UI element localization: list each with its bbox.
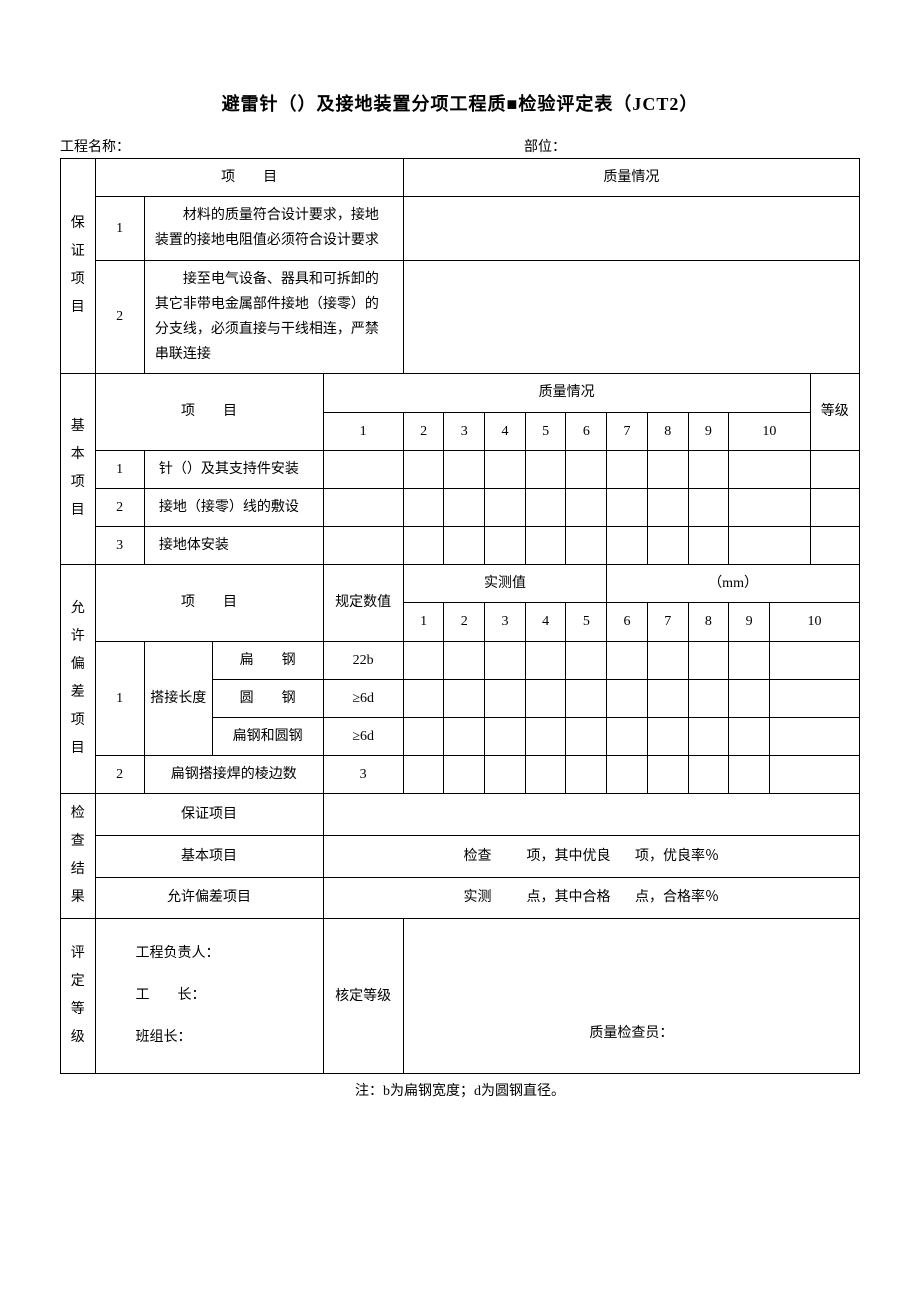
check-d-c: 点，合格率％ bbox=[635, 890, 719, 905]
b-r2-no: 2 bbox=[95, 488, 144, 526]
table-row: 2 扁钢搭接焊的棱边数 3 bbox=[61, 756, 860, 794]
project-name-label: 工程名称： bbox=[60, 140, 130, 155]
d-r2-sub: 圆 钢 bbox=[212, 679, 323, 717]
g-row2-val bbox=[403, 260, 859, 374]
table-row: 保证项目 项 目 质量情况 bbox=[61, 159, 860, 197]
b-r2-desc: 接地（接零）线的敷设 bbox=[144, 488, 323, 526]
col-measured: 实测值 bbox=[403, 565, 606, 603]
d-r3-spec: ≥6d bbox=[323, 718, 403, 756]
d-n5: 5 bbox=[566, 603, 607, 641]
unit-label: 部位： bbox=[524, 140, 566, 155]
col-quality: 质量情况 bbox=[323, 374, 810, 412]
inspection-table: 保证项目 项 目 质量情况 1 材料的质量符合设计要求，接地装置的接地电阻值必须… bbox=[60, 158, 860, 1074]
table-row: 3 接地体安装 bbox=[61, 527, 860, 565]
inspector-label: 质量检查员： bbox=[414, 1021, 849, 1046]
d-n3: 3 bbox=[485, 603, 526, 641]
d-n7: 7 bbox=[647, 603, 688, 641]
b-r3-no: 3 bbox=[95, 527, 144, 565]
col-item: 项 目 bbox=[95, 374, 323, 450]
g-row1-desc: 材料的质量符合设计要求，接地装置的接地电阻值必须符合设计要求 bbox=[144, 197, 403, 260]
b-n6: 6 bbox=[566, 412, 607, 450]
check-b-c: 项，优良率％ bbox=[635, 849, 719, 864]
table-row: 允许偏差项目 实测 点，其中合格 点，合格率％ bbox=[61, 877, 860, 919]
check-g-label: 保证项目 bbox=[95, 794, 323, 836]
d-r3-sub: 扁钢和圆钢 bbox=[212, 718, 323, 756]
table-row: 2 接地（接零）线的敷设 bbox=[61, 488, 860, 526]
b-n7: 7 bbox=[607, 412, 648, 450]
col-unit: （mm） bbox=[607, 565, 860, 603]
footnote: 注：b为扁钢宽度；d为圆钢直径。 bbox=[60, 1080, 860, 1100]
b-n10: 10 bbox=[729, 412, 810, 450]
leader-label: 工程负责人： bbox=[136, 933, 313, 975]
page-title: 避雷针（）及接地装置分项工程质■检验评定表（JCT2） bbox=[60, 90, 860, 116]
table-row: 1 搭接长度 扁 钢 22b bbox=[61, 641, 860, 679]
d-group-label: 搭接长度 bbox=[144, 641, 212, 756]
d-n6: 6 bbox=[607, 603, 648, 641]
col-grade: 等级 bbox=[810, 374, 859, 450]
d-r1-no: 1 bbox=[95, 641, 144, 756]
g-row1-val bbox=[403, 197, 859, 260]
b-n1: 1 bbox=[323, 412, 403, 450]
col-spec: 规定数值 bbox=[323, 565, 403, 641]
col-item: 项 目 bbox=[95, 565, 323, 641]
table-row: 基本项目 项 目 质量情况 等级 bbox=[61, 374, 860, 412]
d-n1: 1 bbox=[403, 603, 444, 641]
b-n8: 8 bbox=[647, 412, 688, 450]
check-d-a: 实测 bbox=[464, 890, 492, 905]
check-b-b: 项，其中优良 bbox=[527, 849, 611, 864]
rating-section-label: 评定等级 bbox=[61, 919, 96, 1074]
deviation-section-label: 允许偏差项目 bbox=[61, 565, 96, 794]
check-d-val: 实测 点，其中合格 点，合格率％ bbox=[323, 877, 859, 919]
d-r2-spec: ≥6d bbox=[323, 679, 403, 717]
b-n5: 5 bbox=[525, 412, 566, 450]
check-b-label: 基本项目 bbox=[95, 836, 323, 878]
d-n4: 4 bbox=[525, 603, 566, 641]
foreman-label: 工 长： bbox=[136, 975, 313, 1017]
team-label: 班组长： bbox=[136, 1017, 313, 1059]
check-g-val bbox=[323, 794, 859, 836]
d-r1-spec: 22b bbox=[323, 641, 403, 679]
table-row: 基本项目 检查 项，其中优良 项，优良率％ bbox=[61, 836, 860, 878]
table-row: 允许偏差项目 项 目 规定数值 实测值 （mm） bbox=[61, 565, 860, 603]
col-item: 项 目 bbox=[95, 159, 403, 197]
d-r4-desc: 扁钢搭接焊的棱边数 bbox=[144, 756, 323, 794]
d-n9: 9 bbox=[729, 603, 770, 641]
check-section-label: 检查结果 bbox=[61, 794, 96, 919]
table-row: 检查结果 保证项目 bbox=[61, 794, 860, 836]
b-r3-desc: 接地体安装 bbox=[144, 527, 323, 565]
d-r4-spec: 3 bbox=[323, 756, 403, 794]
b-n2: 2 bbox=[403, 412, 444, 450]
col-quality: 质量情况 bbox=[403, 159, 859, 197]
d-n8: 8 bbox=[688, 603, 729, 641]
core-value: 质量检查员： bbox=[403, 919, 859, 1074]
table-row: 2 接至电气设备、器具和可拆卸的其它非带电金属部件接地（接零）的分支线，必须直接… bbox=[61, 260, 860, 374]
core-label: 核定等级 bbox=[323, 919, 403, 1074]
table-row: 1 材料的质量符合设计要求，接地装置的接地电阻值必须符合设计要求 bbox=[61, 197, 860, 260]
check-b-val: 检查 项，其中优良 项，优良率％ bbox=[323, 836, 859, 878]
guarantee-section-label: 保证项目 bbox=[61, 159, 96, 374]
b-n9: 9 bbox=[688, 412, 729, 450]
check-d-label: 允许偏差项目 bbox=[95, 877, 323, 919]
b-n4: 4 bbox=[485, 412, 526, 450]
table-row: 评定等级 工程负责人： 工 长： 班组长： 核定等级 质量检查员： bbox=[61, 919, 860, 1074]
basic-section-label: 基本项目 bbox=[61, 374, 96, 565]
header-line: 工程名称： 部位： bbox=[60, 136, 860, 156]
b-r1-desc: 针（）及其支持件安装 bbox=[144, 450, 323, 488]
b-r1-no: 1 bbox=[95, 450, 144, 488]
g-row2-desc: 接至电气设备、器具和可拆卸的其它非带电金属部件接地（接零）的分支线，必须直接与干… bbox=[144, 260, 403, 374]
table-row: 1 针（）及其支持件安装 bbox=[61, 450, 860, 488]
d-n2: 2 bbox=[444, 603, 485, 641]
check-b-a: 检查 bbox=[464, 849, 492, 864]
signers-cell: 工程负责人： 工 长： 班组长： bbox=[95, 919, 323, 1074]
g-row1-no: 1 bbox=[95, 197, 144, 260]
b-n3: 3 bbox=[444, 412, 485, 450]
d-n10: 10 bbox=[769, 603, 859, 641]
check-d-b: 点，其中合格 bbox=[527, 890, 611, 905]
g-row2-no: 2 bbox=[95, 260, 144, 374]
d-r4-no: 2 bbox=[95, 756, 144, 794]
d-r1-sub: 扁 钢 bbox=[212, 641, 323, 679]
